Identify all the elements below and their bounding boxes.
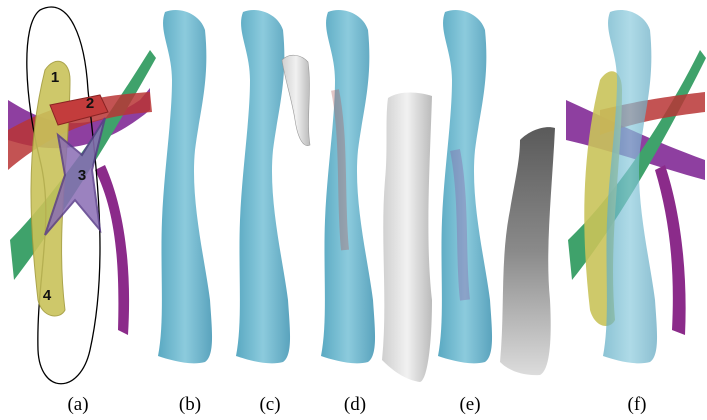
gray-tract (382, 93, 432, 383)
panel-label: (b) (179, 394, 201, 415)
dark-tract (500, 127, 555, 375)
panel-label: (f) (628, 394, 647, 415)
panel-label: (c) (259, 394, 280, 415)
blue-tract (603, 10, 657, 363)
blue-tract (158, 10, 212, 363)
purple-bundle (655, 165, 686, 335)
region-label: 4 (43, 287, 52, 304)
figure: 1 2 3 4 (a) (b) (c) (d) (e) (f) (0, 0, 707, 420)
region-label: 3 (78, 167, 86, 184)
panel-f (566, 10, 706, 363)
blue-tract (236, 10, 290, 363)
region-label: 2 (86, 95, 94, 112)
blue-tract (438, 10, 492, 363)
panel-a: 1 2 3 4 (8, 7, 156, 384)
blue-tract (321, 10, 375, 363)
gray-tract (282, 55, 310, 145)
panel-label: (e) (459, 394, 480, 415)
panel-label: (d) (344, 394, 366, 415)
page: 1 2 3 4 (a) (b) (c) (d) (e) (f) (() => {… (0, 0, 707, 420)
region-label: 1 (51, 69, 59, 86)
panel-label: (a) (67, 394, 88, 415)
